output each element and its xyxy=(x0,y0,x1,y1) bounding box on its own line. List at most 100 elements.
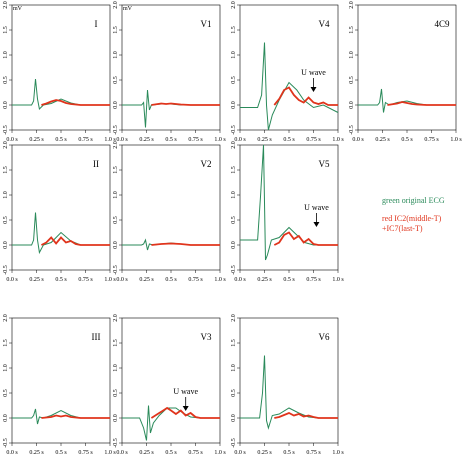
x-tick-label: 0.5 s xyxy=(165,137,177,143)
y-tick-label: 1.0 xyxy=(231,364,237,372)
x-tick-label: 0.25 s xyxy=(29,277,44,283)
y-tick-label: 0.5 xyxy=(231,389,237,397)
x-tick-label: 0.75 s xyxy=(306,137,321,143)
lead-label: V6 xyxy=(319,332,330,342)
x-tick-label: 1.0 s xyxy=(214,450,226,456)
x-tick-label: 0.25 s xyxy=(29,137,44,143)
y-tick-label: 1.5 xyxy=(3,26,9,34)
y-tick-label: 2.0 xyxy=(231,141,237,149)
y-tick-label: 1.0 xyxy=(3,191,9,199)
x-tick-label: 0.5 s xyxy=(283,277,295,283)
panel-v4: -0.5 0.0 0.5 1.0 1.5 2.0 0.0 s 0.25 s 0.5 s 0.75 … xyxy=(231,1,344,143)
x-tick-label: 1.0 s xyxy=(104,277,116,283)
lead-label: III xyxy=(92,332,101,342)
y-tick-label: 1.5 xyxy=(3,166,9,174)
y-tick-label: 0.5 xyxy=(349,76,355,84)
series-red-ic2-ic7 xyxy=(40,236,110,246)
panel-v2: -0.5 0.0 0.5 1.0 1.5 2.0 0.0 s 0.25 s 0.5 s 0.75 … xyxy=(113,141,226,283)
x-tick-label: 1.0 s xyxy=(332,277,344,283)
lead-label: V4 xyxy=(319,19,330,29)
lead-label: 4C9 xyxy=(434,19,450,29)
y-tick-label: 1.5 xyxy=(349,26,355,34)
y-tick-label: 2.0 xyxy=(231,314,237,322)
x-tick-label: 0.75 s xyxy=(306,450,321,456)
x-tick-label: 1.0 s xyxy=(214,137,226,143)
y-tick-label: 0.5 xyxy=(3,216,9,224)
series-red-ic2-ic7 xyxy=(151,242,220,246)
y-tick-label: 1.5 xyxy=(113,166,119,174)
x-tick-label: 0.25 s xyxy=(139,450,154,456)
y-tick-label: 2.0 xyxy=(231,1,237,9)
x-tick-label: 0.0 s xyxy=(6,137,18,143)
y-tick-label: 0.5 xyxy=(231,216,237,224)
y-tick-label: -0.5 xyxy=(231,125,237,135)
unit-label: mV xyxy=(123,6,133,12)
y-tick-label: -0.5 xyxy=(113,265,119,275)
x-tick-label: 0.5 s xyxy=(55,277,67,283)
y-tick-label: 2.0 xyxy=(113,141,119,149)
y-tick-label: -0.5 xyxy=(113,125,119,135)
y-tick-label: 1.0 xyxy=(231,51,237,59)
x-tick-label: 0.0 s xyxy=(116,450,128,456)
x-tick-label: 0.25 s xyxy=(257,450,272,456)
y-tick-label: 1.5 xyxy=(231,339,237,347)
u-wave-arrowhead xyxy=(313,222,320,227)
y-tick-label: 1.0 xyxy=(3,364,9,372)
y-tick-label: 0.0 xyxy=(113,241,119,249)
y-tick-label: 1.0 xyxy=(349,51,355,59)
y-tick-label: 1.5 xyxy=(113,26,119,34)
y-tick-label: 1.0 xyxy=(113,364,119,372)
y-tick-label: 1.5 xyxy=(231,166,237,174)
x-tick-label: 0.5 s xyxy=(55,137,67,143)
x-tick-label: 0.75 s xyxy=(424,137,439,143)
x-tick-label: 0.75 s xyxy=(188,450,203,456)
x-tick-label: 0.0 s xyxy=(352,137,364,143)
x-tick-label: 0.75 s xyxy=(78,450,93,456)
x-tick-label: 0.5 s xyxy=(55,450,67,456)
y-tick-label: 1.5 xyxy=(231,26,237,34)
panel-v1: -0.5 0.0 0.5 1.0 1.5 2.0 0.0 s 0.25 s 0.5 s 0.75 … xyxy=(113,1,226,143)
y-tick-label: 0.0 xyxy=(113,414,119,422)
y-tick-label: 0.5 xyxy=(113,216,119,224)
y-tick-label: 1.0 xyxy=(113,191,119,199)
x-tick-label: 0.25 s xyxy=(139,137,154,143)
x-tick-label: 0.25 s xyxy=(375,137,390,143)
y-tick-label: 2.0 xyxy=(113,1,119,9)
y-tick-label: 0.0 xyxy=(3,241,9,249)
panel-ii: -0.5 0.0 0.5 1.0 1.5 2.0 0.0 s 0.25 s 0.5 s 0.75 … xyxy=(3,141,116,283)
u-wave-arrowhead xyxy=(310,87,317,92)
x-tick-label: 0.75 s xyxy=(188,137,203,143)
series-green-original-ecg xyxy=(122,405,220,441)
x-tick-label: 1.0 s xyxy=(104,137,116,143)
x-tick-label: 0.0 s xyxy=(116,277,128,283)
y-tick-label: -0.5 xyxy=(349,125,355,135)
x-tick-label: 1.0 s xyxy=(450,137,462,143)
y-tick-label: 0.5 xyxy=(3,76,9,84)
x-tick-label: 1.0 s xyxy=(104,450,116,456)
series-green-original-ecg xyxy=(240,355,338,430)
x-tick-label: 0.75 s xyxy=(188,277,203,283)
panel-v5: -0.5 0.0 0.5 1.0 1.5 2.0 0.0 s 0.25 s 0.5 s 0.75 … xyxy=(231,141,344,283)
panel-4c9: -0.5 0.0 0.5 1.0 1.5 2.0 0.0 s 0.25 s 0.5 s 0.75 … xyxy=(349,1,462,143)
u-wave-annotation: U wave xyxy=(301,68,326,77)
unit-label: mV xyxy=(13,6,23,12)
x-tick-label: 0.0 s xyxy=(6,277,18,283)
series-red-ic2-ic7 xyxy=(41,99,110,106)
series-red-ic2-ic7 xyxy=(387,101,456,106)
y-tick-label: 0.5 xyxy=(231,76,237,84)
u-wave-arrowhead xyxy=(182,406,189,411)
x-tick-label: 0.0 s xyxy=(234,277,246,283)
y-tick-label: -0.5 xyxy=(231,265,237,275)
x-tick-label: 1.0 s xyxy=(332,450,344,456)
panel-iii: -0.5 0.0 0.5 1.0 1.5 2.0 0.0 s 0.25 s 0.5 s 0.75 … xyxy=(3,314,116,456)
y-tick-label: 0.0 xyxy=(113,101,119,109)
legend-red-line2: +IC7(last-T) xyxy=(382,224,423,233)
lead-label: II xyxy=(93,159,99,169)
lead-label: V3 xyxy=(201,332,212,342)
series-red-ic2-ic7 xyxy=(273,86,338,106)
y-tick-label: 0.0 xyxy=(3,414,9,422)
x-tick-label: 0.0 s xyxy=(6,450,18,456)
x-tick-label: 1.0 s xyxy=(214,277,226,283)
panel-v3: -0.5 0.0 0.5 1.0 1.5 2.0 0.0 s 0.25 s 0.5 s 0.75 … xyxy=(113,314,226,456)
panel-i: -0.5 0.0 0.5 1.0 1.5 2.0 0.0 s 0.25 s 0.5 s 0.75 … xyxy=(3,1,116,143)
